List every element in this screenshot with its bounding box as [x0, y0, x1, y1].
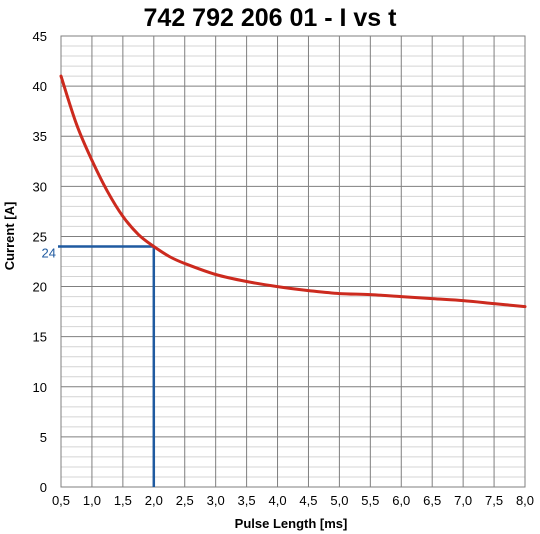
x-tick-label: 0,5	[52, 493, 70, 508]
x-tick-label: 6,0	[392, 493, 410, 508]
y-tick-label: 30	[33, 179, 47, 194]
y-axis-label: Current [A]	[2, 202, 17, 271]
plot-frame	[60, 35, 526, 488]
y-tick-label: 35	[33, 129, 47, 144]
x-axis-ticks: 0,5 1,0 1,5 2,0 2,5 3,0 3,5 4,0 4,5 5,0 5,5 6,0 6,5 7…	[52, 493, 534, 508]
x-tick-label: 5,5	[361, 493, 379, 508]
chart-title: 742 792 206 01 - I vs t	[144, 4, 398, 32]
x-tick-label: 4,5	[299, 493, 317, 508]
x-tick-label: 8,0	[516, 493, 534, 508]
y-tick-label: 45	[33, 29, 47, 44]
reference-lines: 24	[42, 245, 156, 487]
y-tick-label: 5	[40, 430, 47, 445]
x-tick-label: 1,5	[114, 493, 132, 508]
x-tick-label: 1,0	[83, 493, 101, 508]
major-gridlines	[60, 35, 526, 488]
x-tick-label: 6,5	[423, 493, 441, 508]
y-tick-label: 15	[33, 330, 47, 345]
x-tick-label: 4,0	[268, 493, 286, 508]
y-tick-label: 10	[33, 380, 47, 395]
y-axis-ticks: 0 5 10 15 20 25 30 35 40 45	[33, 29, 47, 495]
x-tick-label: 5,0	[330, 493, 348, 508]
reference-value-label: 24	[42, 245, 56, 260]
x-tick-label: 3,0	[207, 493, 225, 508]
x-tick-label: 3,5	[238, 493, 256, 508]
y-tick-label: 20	[33, 280, 47, 295]
x-tick-label: 2,0	[145, 493, 163, 508]
x-tick-label: 2,5	[176, 493, 194, 508]
x-axis-label: Pulse Length [ms]	[235, 516, 348, 531]
y-tick-label: 0	[40, 480, 47, 495]
y-tick-label: 40	[33, 79, 47, 94]
x-tick-label: 7,5	[485, 493, 503, 508]
y-tick-label: 25	[33, 229, 47, 244]
x-tick-label: 7,0	[454, 493, 472, 508]
minor-gridlines	[61, 45, 525, 478]
current-curve	[59, 74, 527, 309]
